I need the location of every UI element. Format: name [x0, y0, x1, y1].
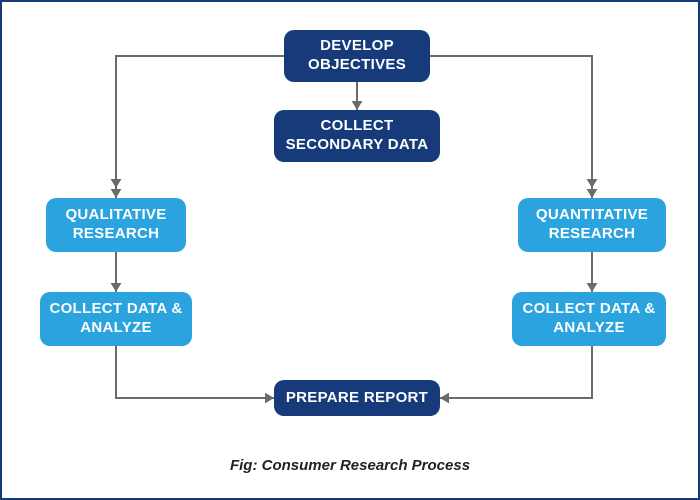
node-collect-analyze-left: COLLECT DATA & ANALYZE: [40, 292, 192, 346]
node-label: COLLECT DATA & ANALYZE: [520, 300, 658, 338]
node-collect-analyze-right: COLLECT DATA & ANALYZE: [512, 292, 666, 346]
node-collect-secondary: COLLECT SECONDARY DATA: [274, 110, 440, 162]
node-label: PREPARE REPORT: [286, 389, 428, 408]
node-label: COLLECT SECONDARY DATA: [282, 117, 432, 155]
node-qualitative-research: QUALITATIVE RESEARCH: [46, 198, 186, 252]
node-label: COLLECT DATA & ANALYZE: [48, 300, 184, 338]
node-label: QUALITATIVE RESEARCH: [54, 206, 178, 244]
figure-caption: Fig: Consumer Research Process: [2, 457, 698, 474]
node-quantitative-research: QUANTITATIVE RESEARCH: [518, 198, 666, 252]
node-prepare-report: PREPARE REPORT: [274, 380, 440, 416]
node-develop-objectives: DEVELOP OBJECTIVES: [284, 30, 430, 82]
node-label: DEVELOP OBJECTIVES: [292, 37, 422, 75]
node-label: QUANTITATIVE RESEARCH: [526, 206, 658, 244]
diagram-frame: DEVELOP OBJECTIVES COLLECT SECONDARY DAT…: [0, 0, 700, 500]
